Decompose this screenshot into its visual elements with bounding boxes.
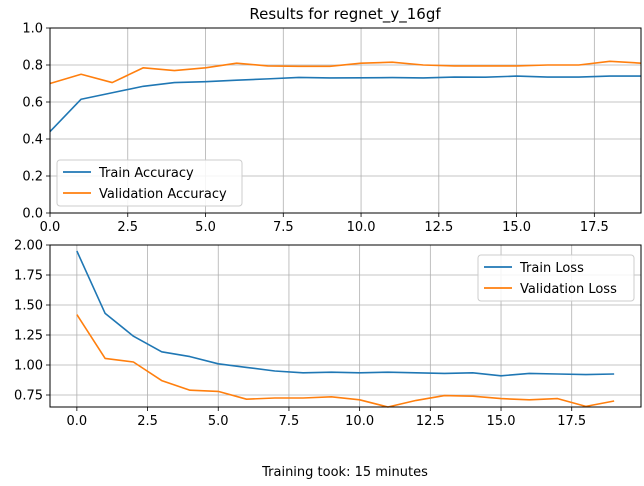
accuracy-axes-frame [49,27,642,214]
loss-y-tick-label: 1.50 [14,299,43,314]
accuracy-x-tick-label: 15.0 [502,220,531,235]
accuracy-x-tick-label: 0.0 [40,220,61,235]
loss-y-tick-label: 1.00 [14,359,43,374]
loss-x-ticks: 0.0 2.5 5.0 7.5 10.0 12.5 15.0 17.5 [67,407,586,429]
chart-title: Results for regnet_y_16gf [249,5,441,24]
loss-y-tick-label: 0.75 [14,389,43,404]
accuracy-x-tick-label: 12.5 [424,220,453,235]
accuracy-legend-label-1: Validation Accuracy [99,187,227,202]
accuracy-x-ticks: 0.0 2.5 5.0 7.5 10.0 12.5 15.0 17.5 [40,213,609,235]
loss-legend-label-0: Train Loss [519,261,584,276]
accuracy-legend: Train Accuracy Validation Accuracy [56,159,243,207]
accuracy-y-ticks: 0.0 0.2 0.4 0.6 0.8 1.0 [22,22,50,222]
loss-legend-label-1: Validation Loss [520,282,617,297]
loss-x-tick-label: 5.0 [208,414,229,429]
loss-x-tick-label: 12.5 [416,414,445,429]
loss-y-tick-label: 1.25 [14,329,43,344]
accuracy-series-line-0 [49,75,641,133]
accuracy-y-tick-label: 0.8 [22,59,43,74]
accuracy-lines [49,60,642,133]
loss-series-line-0 [76,250,615,377]
loss-axes-frame [49,244,642,408]
loss-x-tick-label: 17.5 [557,414,586,429]
accuracy-plot: 0.0 2.5 5.0 7.5 10.0 12.5 15.0 17.5 0.00.20.40.… [22,22,642,235]
accuracy-x-tick-label: 5.0 [195,220,216,235]
accuracy-x-tick-label: 7.5 [273,220,294,235]
loss-x-tick-label: 0.0 [67,414,88,429]
accuracy-y-tick-label: 1.0 [22,22,43,37]
loss-y-tick-label: 1.75 [14,269,43,284]
loss-legend: Train Loss Validation Loss [477,254,635,302]
accuracy-legend-label-0: Train Accuracy [98,166,194,181]
loss-x-tick-label: 15.0 [487,414,516,429]
accuracy-legend-box [56,159,243,207]
loss-x-tick-label: 2.5 [137,414,158,429]
loss-x-tick-label: 10.0 [345,414,374,429]
accuracy-y-tick-label: 0.0 [22,207,43,222]
accuracy-x-tick-label: 17.5 [580,220,609,235]
loss-y-tick-label: 2.00 [14,239,43,254]
loss-legend-box [477,254,635,302]
loss-series-line-1 [76,314,615,408]
loss-x-tick-label: 7.5 [279,414,300,429]
accuracy-y-tick-label: 0.6 [22,96,43,111]
accuracy-series-line-1 [49,60,642,85]
accuracy-x-tick-label: 2.5 [117,220,138,235]
loss-plot: 0.0 2.5 5.0 7.5 10.0 12.5 15.0 17.5 0.75 1.00 1.2… [14,239,642,429]
accuracy-x-tick-label: 10.0 [347,220,376,235]
loss-lines [76,250,615,408]
accuracy-y-tick-label: 0.4 [22,133,43,148]
loss-grid [50,244,641,407]
accuracy-y-tick-label: 0.2 [22,170,43,185]
x-axis-label: Training took: 15 minutes [261,465,428,480]
loss-y-ticks: 0.75 1.00 1.25 1.50 1.75 2.00 [14,239,50,404]
